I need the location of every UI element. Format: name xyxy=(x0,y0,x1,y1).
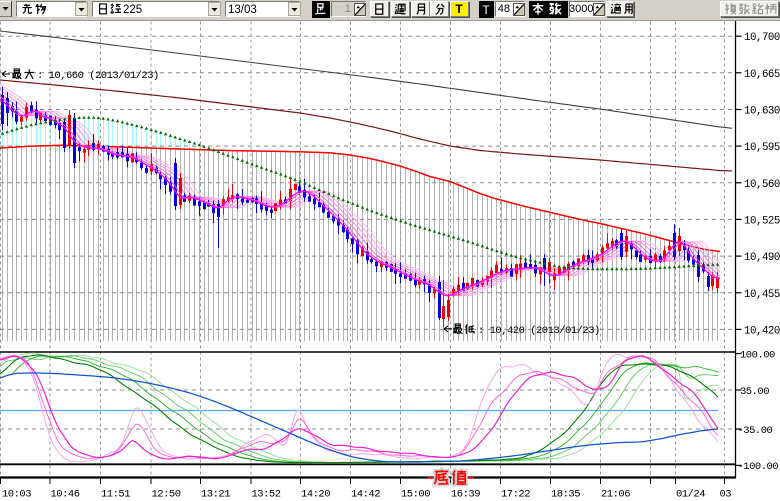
svg-text:11:51: 11:51 xyxy=(101,489,130,501)
svg-text:10,420: 10,420 xyxy=(744,325,780,337)
svg-text:15:00: 15:00 xyxy=(401,489,430,501)
svg-text:10,630: 10,630 xyxy=(744,106,780,118)
svg-text:10,490: 10,490 xyxy=(744,252,780,264)
svg-text:10,595: 10,595 xyxy=(744,142,780,154)
svg-text:03: 03 xyxy=(720,489,732,501)
svg-text:: 10,420 (2013/01/23): : 10,420 (2013/01/23) xyxy=(478,325,600,337)
svg-text:10,665: 10,665 xyxy=(744,69,780,81)
svg-text:13:52: 13:52 xyxy=(252,489,281,501)
svg-text:17:22: 17:22 xyxy=(501,489,530,501)
svg-text:35.00: 35.00 xyxy=(740,386,769,398)
svg-text:18:35: 18:35 xyxy=(551,489,580,501)
svg-text:01/24: 01/24 xyxy=(676,489,705,501)
svg-text:-35.00: -35.00 xyxy=(738,425,773,437)
svg-text:21:06: 21:06 xyxy=(601,489,630,501)
svg-text:12:50: 12:50 xyxy=(152,489,181,501)
svg-text:10,525: 10,525 xyxy=(744,215,780,227)
svg-text:100.00: 100.00 xyxy=(740,349,775,361)
svg-text:10,455: 10,455 xyxy=(744,289,780,301)
svg-text:13:21: 13:21 xyxy=(201,489,230,501)
svg-text:14:42: 14:42 xyxy=(351,489,380,501)
svg-text:10:03: 10:03 xyxy=(2,489,31,501)
svg-text:16:39: 16:39 xyxy=(451,489,480,501)
svg-text:-100.00: -100.00 xyxy=(738,461,779,473)
svg-text:14:20: 14:20 xyxy=(301,489,330,501)
svg-text:: 10,660 (2013/01/23): : 10,660 (2013/01/23) xyxy=(37,70,159,82)
svg-text:10,700: 10,700 xyxy=(744,32,780,44)
svg-text:10:46: 10:46 xyxy=(51,489,80,501)
svg-text:10,560: 10,560 xyxy=(744,179,780,191)
